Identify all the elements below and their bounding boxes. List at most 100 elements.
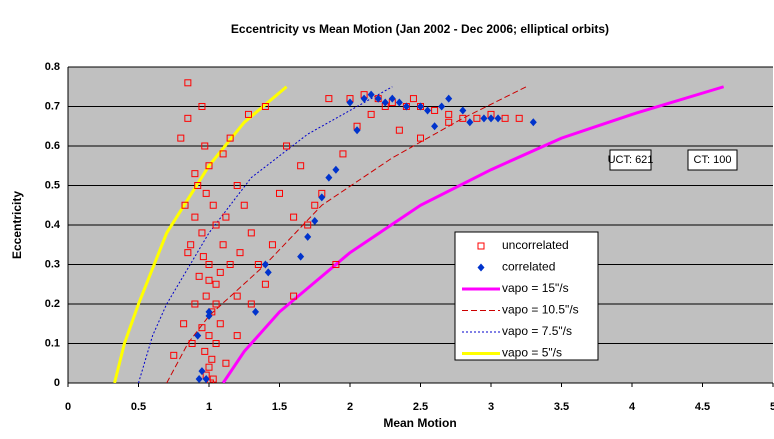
marker <box>445 110 453 118</box>
marker <box>216 268 224 276</box>
marker <box>195 272 203 280</box>
marker <box>198 103 206 110</box>
marker <box>202 375 210 383</box>
marker <box>252 307 260 316</box>
legend-label: correlated <box>502 260 555 274</box>
legend-swatch <box>477 242 485 250</box>
x-tick-label: 2.5 <box>413 401 428 413</box>
marker <box>233 182 241 189</box>
x-tick-label: 2 <box>347 401 353 413</box>
marker <box>264 268 272 277</box>
annotation-box <box>609 149 652 171</box>
marker <box>261 260 269 269</box>
annotation: UCT: 621 <box>608 154 654 166</box>
marker <box>212 340 220 347</box>
marker <box>240 201 248 209</box>
marker <box>177 134 185 142</box>
x-tick-label: 0.5 <box>131 401 146 413</box>
marker <box>445 118 453 126</box>
marker <box>216 320 224 328</box>
marker <box>191 213 199 221</box>
marker <box>191 300 199 308</box>
x-tick-label: 4.5 <box>695 401 710 413</box>
marker <box>395 126 403 134</box>
marker <box>195 375 203 383</box>
marker <box>367 110 375 118</box>
marker <box>222 213 230 221</box>
annotation-box <box>687 149 738 171</box>
marker <box>212 280 220 288</box>
marker <box>332 165 340 174</box>
marker <box>515 114 523 122</box>
plot-layer <box>113 79 725 383</box>
marker <box>254 261 262 268</box>
marker <box>222 359 230 367</box>
marker <box>424 106 432 115</box>
marker <box>170 351 178 359</box>
marker <box>205 162 213 170</box>
marker <box>226 261 234 268</box>
marker <box>226 134 234 142</box>
marker <box>181 201 189 209</box>
marker <box>395 98 403 107</box>
marker <box>311 201 319 209</box>
y-tick-label: 0.1 <box>45 337 60 349</box>
marker <box>290 213 298 221</box>
marker <box>431 106 439 114</box>
x-axis-label: Mean Motion <box>383 416 456 430</box>
marker <box>304 221 312 229</box>
x-tick-label: 1.5 <box>272 401 287 413</box>
marker <box>187 241 195 249</box>
marker <box>201 142 209 150</box>
marker <box>487 114 495 123</box>
marker <box>297 252 305 261</box>
marker <box>219 150 227 158</box>
x-tick-label: 0 <box>65 401 71 413</box>
legend-label: vapo = 5"/s <box>502 346 562 360</box>
marker <box>346 98 354 107</box>
x-tick-label: 3.5 <box>554 401 569 413</box>
legend-label: vapo = 10.5"/s <box>502 303 579 317</box>
marker <box>417 134 424 142</box>
marker <box>261 103 269 110</box>
marker <box>194 182 202 189</box>
marker <box>236 249 244 257</box>
marker <box>466 118 474 127</box>
marker <box>438 102 446 111</box>
curve <box>113 85 288 383</box>
marker <box>473 114 481 122</box>
marker <box>360 94 368 103</box>
marker <box>297 162 305 170</box>
y-tick-label: 0.3 <box>45 258 60 270</box>
marker <box>205 311 213 320</box>
marker <box>205 332 213 340</box>
marker <box>212 300 220 308</box>
marker <box>501 114 509 122</box>
marker <box>494 114 502 123</box>
marker <box>388 94 396 103</box>
marker <box>233 292 241 300</box>
x-tick-label: 5 <box>770 401 774 413</box>
chart-title: Eccentricity vs Mean Motion (Jan 2002 - … <box>231 22 609 36</box>
marker <box>304 232 312 241</box>
y-tick-label: 0.4 <box>45 219 61 231</box>
legend-label: uncorrelated <box>502 238 569 252</box>
marker <box>180 320 188 328</box>
legend-swatch <box>477 263 485 272</box>
marker <box>198 229 206 237</box>
marker <box>431 122 439 131</box>
marker <box>198 324 206 332</box>
x-tick-label: 1 <box>206 401 212 413</box>
y-tick-label: 0 <box>54 377 60 389</box>
marker <box>202 189 210 197</box>
marker <box>209 201 217 209</box>
marker <box>445 94 453 103</box>
y-tick-label: 0.5 <box>45 179 60 191</box>
marker <box>311 217 319 226</box>
x-tick-label: 4 <box>629 401 636 413</box>
marker <box>184 114 192 122</box>
curve <box>221 85 725 383</box>
marker <box>205 276 213 284</box>
y-tick-label: 0.2 <box>45 298 60 310</box>
marker <box>247 229 255 237</box>
